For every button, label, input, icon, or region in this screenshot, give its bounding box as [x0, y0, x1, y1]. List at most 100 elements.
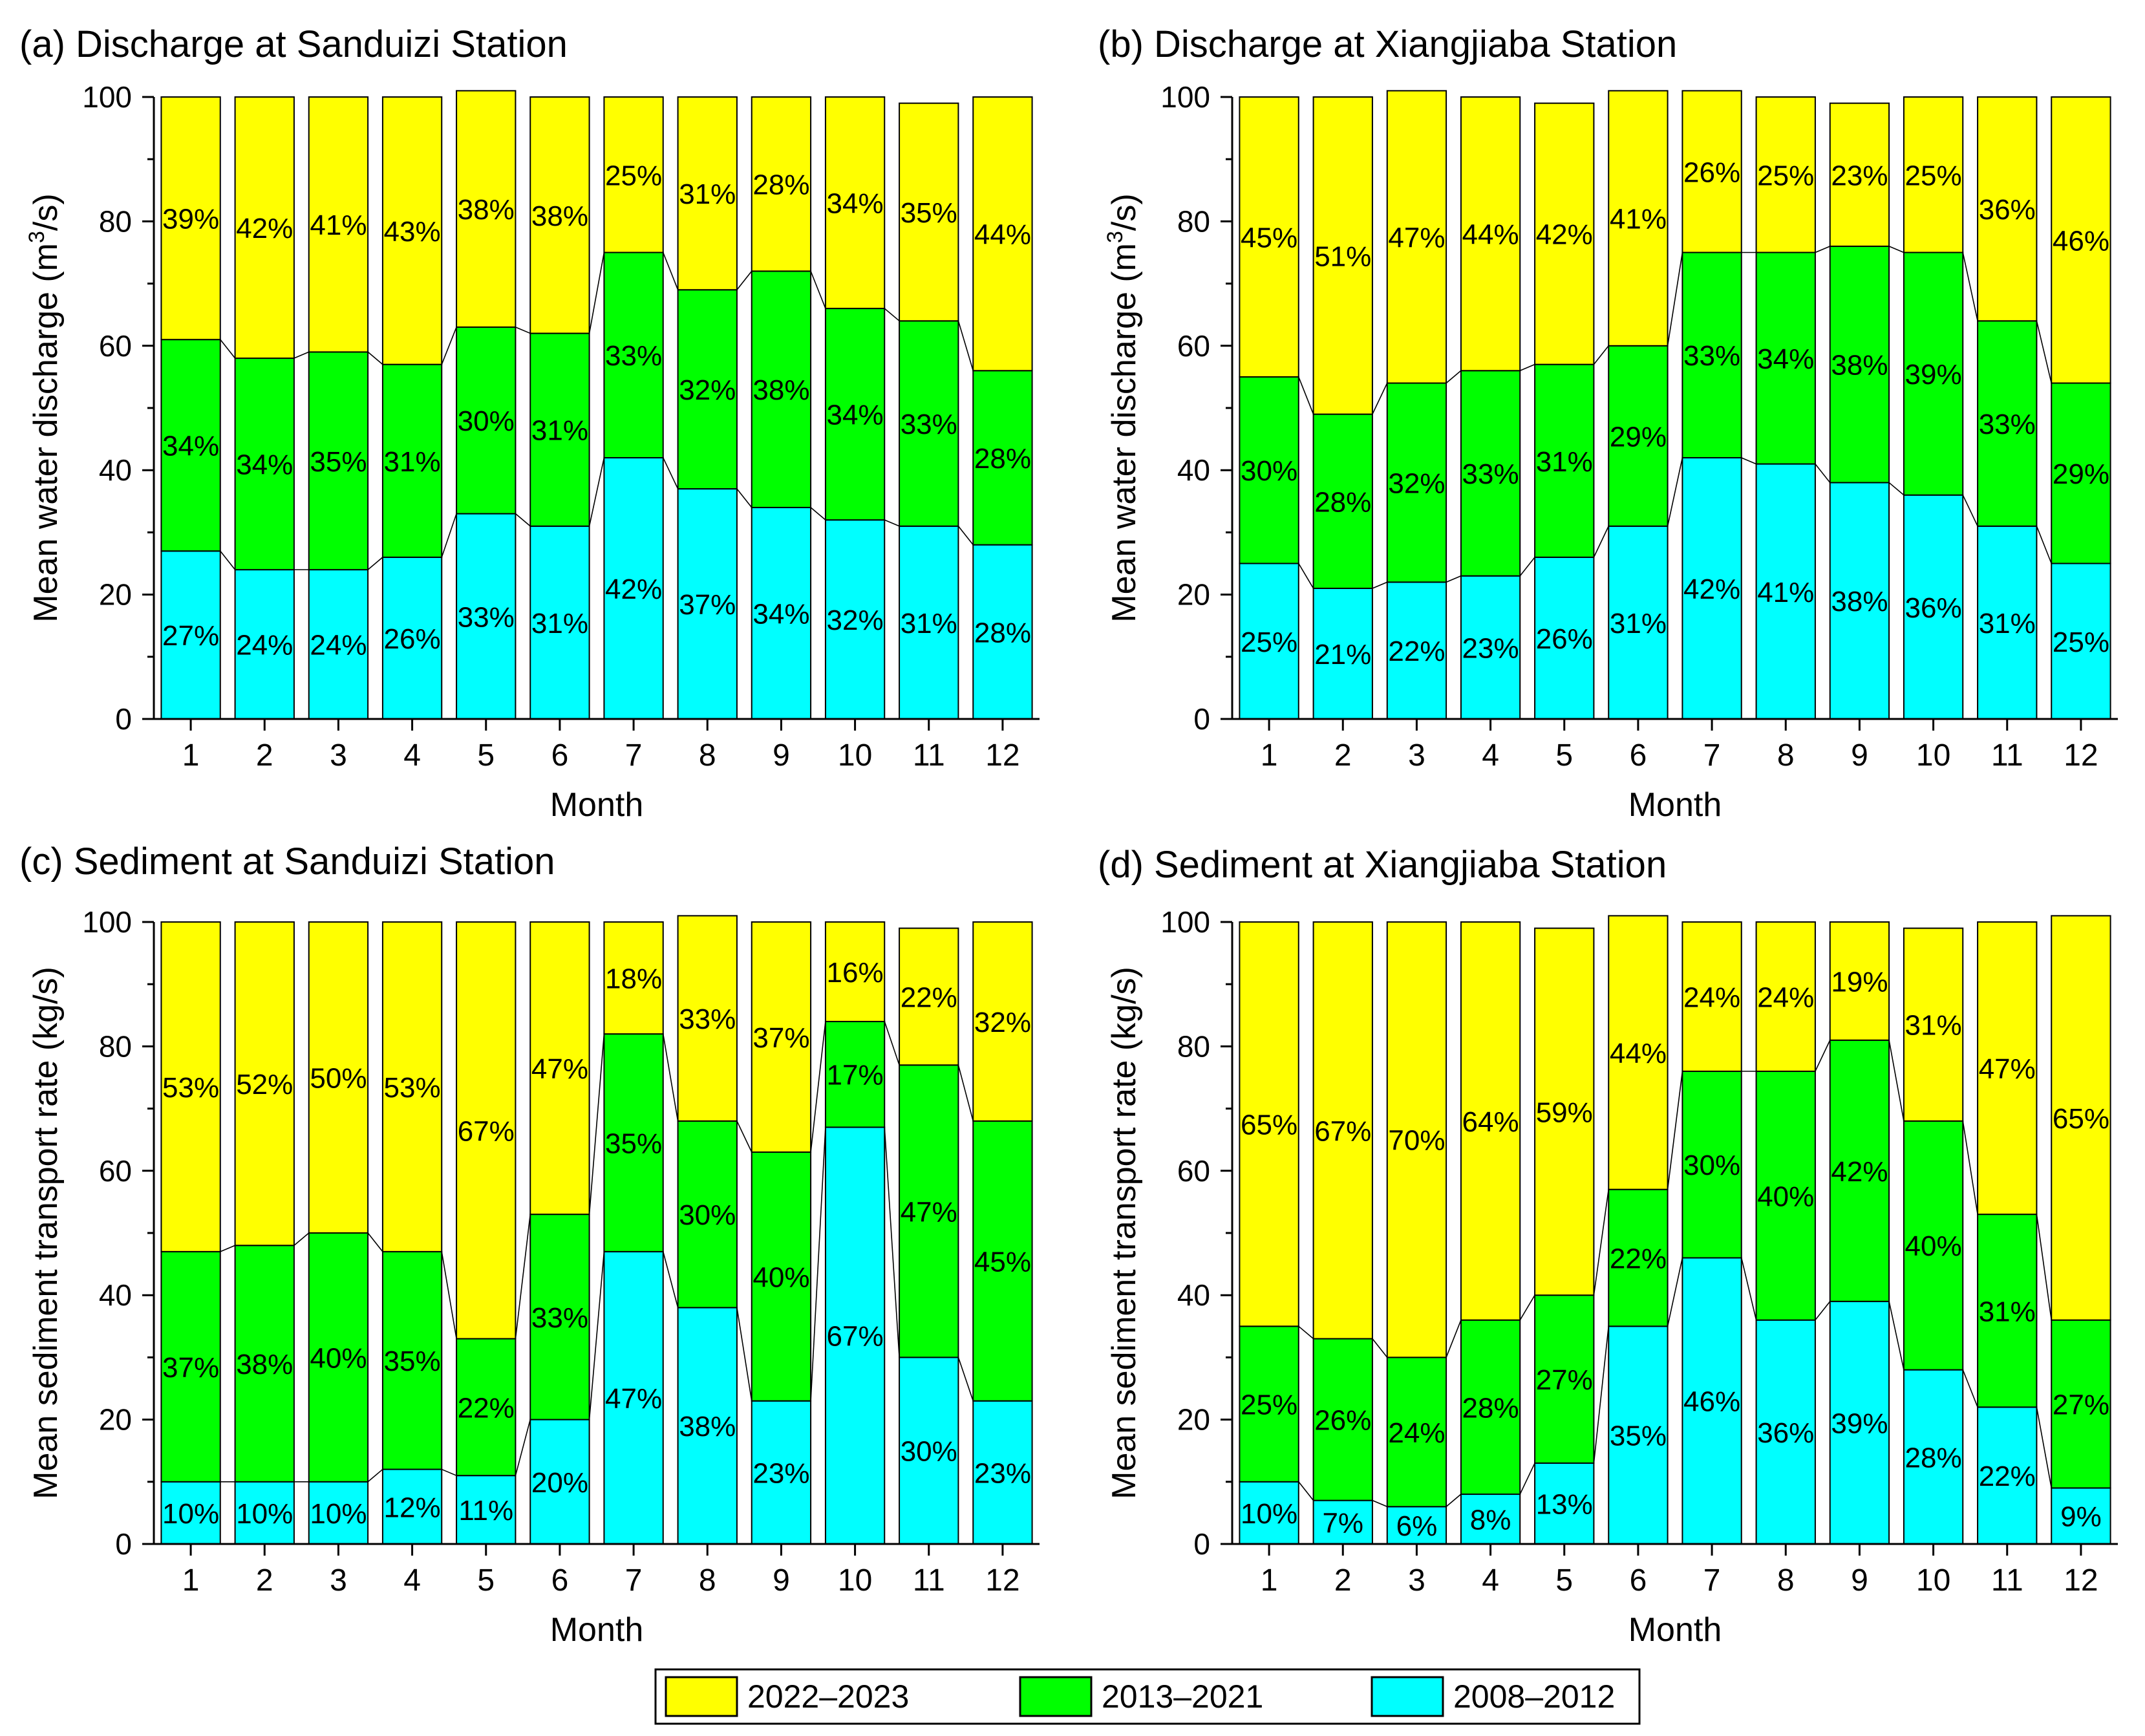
data-label: 29% — [1610, 421, 1667, 453]
bar-segment — [1460, 575, 1521, 720]
y-tick-label: 0 — [1193, 1527, 1210, 1561]
data-label: 70% — [1388, 1125, 1445, 1157]
connector-line — [1740, 1258, 1757, 1320]
bar-segment — [160, 1481, 221, 1545]
bar-segment — [824, 519, 886, 720]
bar-segment — [1312, 921, 1373, 1340]
data-label: 47% — [605, 1383, 662, 1415]
y-tick-label: 80 — [1177, 204, 1210, 238]
data-label: 28% — [1905, 1442, 1962, 1473]
connector-line — [810, 1127, 826, 1401]
bar-segment — [2051, 915, 2111, 1321]
data-label: 10% — [236, 1498, 293, 1530]
data-label: 38% — [1831, 350, 1888, 381]
data-label: 31% — [1536, 446, 1593, 478]
bar-segment — [2051, 563, 2111, 720]
data-label: 23% — [1462, 632, 1519, 664]
data-label: 38% — [1831, 586, 1888, 617]
data-label: 59% — [1536, 1097, 1593, 1128]
x-tick-label: 8 — [699, 1563, 716, 1598]
bar-segment — [677, 289, 738, 490]
x-tick-label: 2 — [256, 1563, 273, 1598]
y-tick-label: 80 — [99, 204, 132, 238]
x-tick-label: 7 — [1703, 1563, 1721, 1598]
bar-segment — [1534, 556, 1595, 720]
x-tick-label: 7 — [1703, 738, 1721, 773]
x-axis-label: Month — [550, 786, 644, 824]
data-label: 32% — [827, 605, 884, 636]
data-label: 33% — [531, 1302, 588, 1334]
y-tick-label: 100 — [82, 905, 132, 939]
bar-segment — [677, 1120, 738, 1309]
bar-segment — [529, 1419, 590, 1545]
bar-segment — [899, 102, 959, 322]
connector-line — [588, 457, 605, 526]
connector-line — [1667, 1258, 1683, 1327]
data-label: 45% — [974, 1246, 1031, 1278]
data-label: 10% — [162, 1498, 219, 1530]
connector-line — [367, 1468, 383, 1483]
data-label: 65% — [2053, 1103, 2109, 1135]
connector-line — [1962, 1369, 1978, 1408]
connector-line — [1593, 1189, 1610, 1296]
bar-segment — [1681, 252, 1742, 458]
data-label: 23% — [1831, 160, 1888, 191]
data-label: 47% — [1979, 1053, 2036, 1085]
data-label: 13% — [1536, 1488, 1593, 1520]
data-label: 38% — [236, 1349, 293, 1380]
data-label: 46% — [1683, 1386, 1740, 1418]
x-tick-label: 7 — [625, 1563, 643, 1598]
bar-segment — [972, 1400, 1033, 1545]
bar-segment — [677, 1307, 738, 1545]
data-label: 33% — [458, 601, 515, 633]
x-tick-label: 4 — [403, 738, 421, 773]
bar-segment — [1829, 1300, 1890, 1545]
x-tick-label: 5 — [1555, 1563, 1573, 1598]
data-label: 41% — [1610, 204, 1667, 235]
data-label: 36% — [1979, 194, 2036, 226]
connector-line — [220, 339, 236, 359]
data-label: 17% — [827, 1060, 884, 1091]
data-label: 37% — [752, 1022, 809, 1054]
x-tick-label: 1 — [182, 1563, 200, 1598]
data-label: 34% — [752, 598, 809, 630]
y-axis-label: Mean sediment transport rate (kg/s) — [1105, 967, 1143, 1499]
y-tick-label: 40 — [1177, 1278, 1210, 1312]
data-label: 24% — [236, 630, 293, 661]
connector-line — [367, 557, 383, 570]
data-label: 25% — [1905, 160, 1962, 191]
x-tick-label: 8 — [1777, 738, 1795, 773]
connector-line — [588, 252, 605, 334]
bar-segment — [1977, 320, 2038, 527]
data-label: 53% — [162, 1072, 219, 1104]
bar-segment — [899, 1356, 959, 1545]
bar-segment — [1239, 376, 1299, 564]
x-tick-label: 12 — [985, 1563, 1019, 1598]
x-tick-label: 10 — [1916, 738, 1950, 773]
bar-segment — [160, 96, 221, 341]
bar-segment — [1903, 1120, 1964, 1371]
data-label: 24% — [1388, 1417, 1445, 1449]
data-label: 22% — [901, 981, 957, 1013]
data-label: 34% — [827, 400, 884, 431]
data-label: 19% — [1831, 966, 1888, 998]
data-label: 47% — [901, 1196, 957, 1228]
legend-label: 2022–2023 — [747, 1678, 909, 1715]
y-tick-label: 100 — [1160, 905, 1210, 939]
connector-line — [2036, 1214, 2053, 1320]
chart-title: (a) Discharge at Sanduizi Station — [19, 23, 568, 65]
data-label: 67% — [1314, 1115, 1371, 1147]
bar-segment — [1460, 370, 1521, 577]
bar-segment — [1608, 1188, 1669, 1327]
legend-box — [654, 1668, 1641, 1725]
data-label: 20% — [531, 1467, 588, 1499]
bar-segment — [160, 339, 221, 552]
bar-segment — [1977, 96, 2038, 322]
data-label: 42% — [1831, 1156, 1888, 1188]
bar-segment — [1239, 1325, 1299, 1483]
data-label: 33% — [1979, 409, 2036, 440]
x-tick-label: 1 — [1261, 1563, 1278, 1598]
data-label: 35% — [605, 1128, 662, 1160]
connector-line — [736, 1120, 752, 1153]
data-label: 37% — [162, 1352, 219, 1384]
